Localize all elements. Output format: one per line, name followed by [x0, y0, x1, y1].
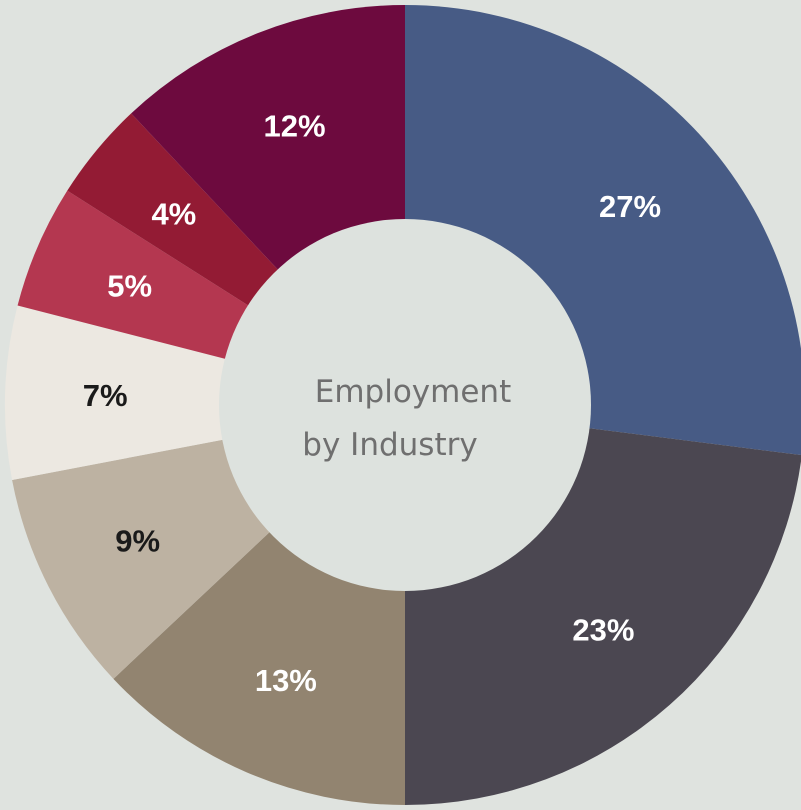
slice-label-8: 12%	[264, 109, 326, 144]
center-hole	[219, 219, 591, 591]
slice-label-4: 9%	[115, 524, 160, 559]
slice-label-2: 23%	[572, 613, 634, 648]
slice-label-5: 7%	[83, 378, 128, 413]
slice-label-6: 5%	[107, 268, 152, 303]
slice-labels-group: 27% 23% 13% 9% 7% 5% 4% 12%	[83, 109, 661, 698]
center-label-line-2: by Industry	[302, 427, 477, 463]
slice-label-1: 27%	[599, 189, 661, 224]
slice-label-3: 13%	[255, 663, 317, 698]
slice-label-7: 4%	[151, 196, 196, 231]
center-label-line-1: Employment	[315, 374, 511, 410]
slice-5	[4, 305, 406, 480]
